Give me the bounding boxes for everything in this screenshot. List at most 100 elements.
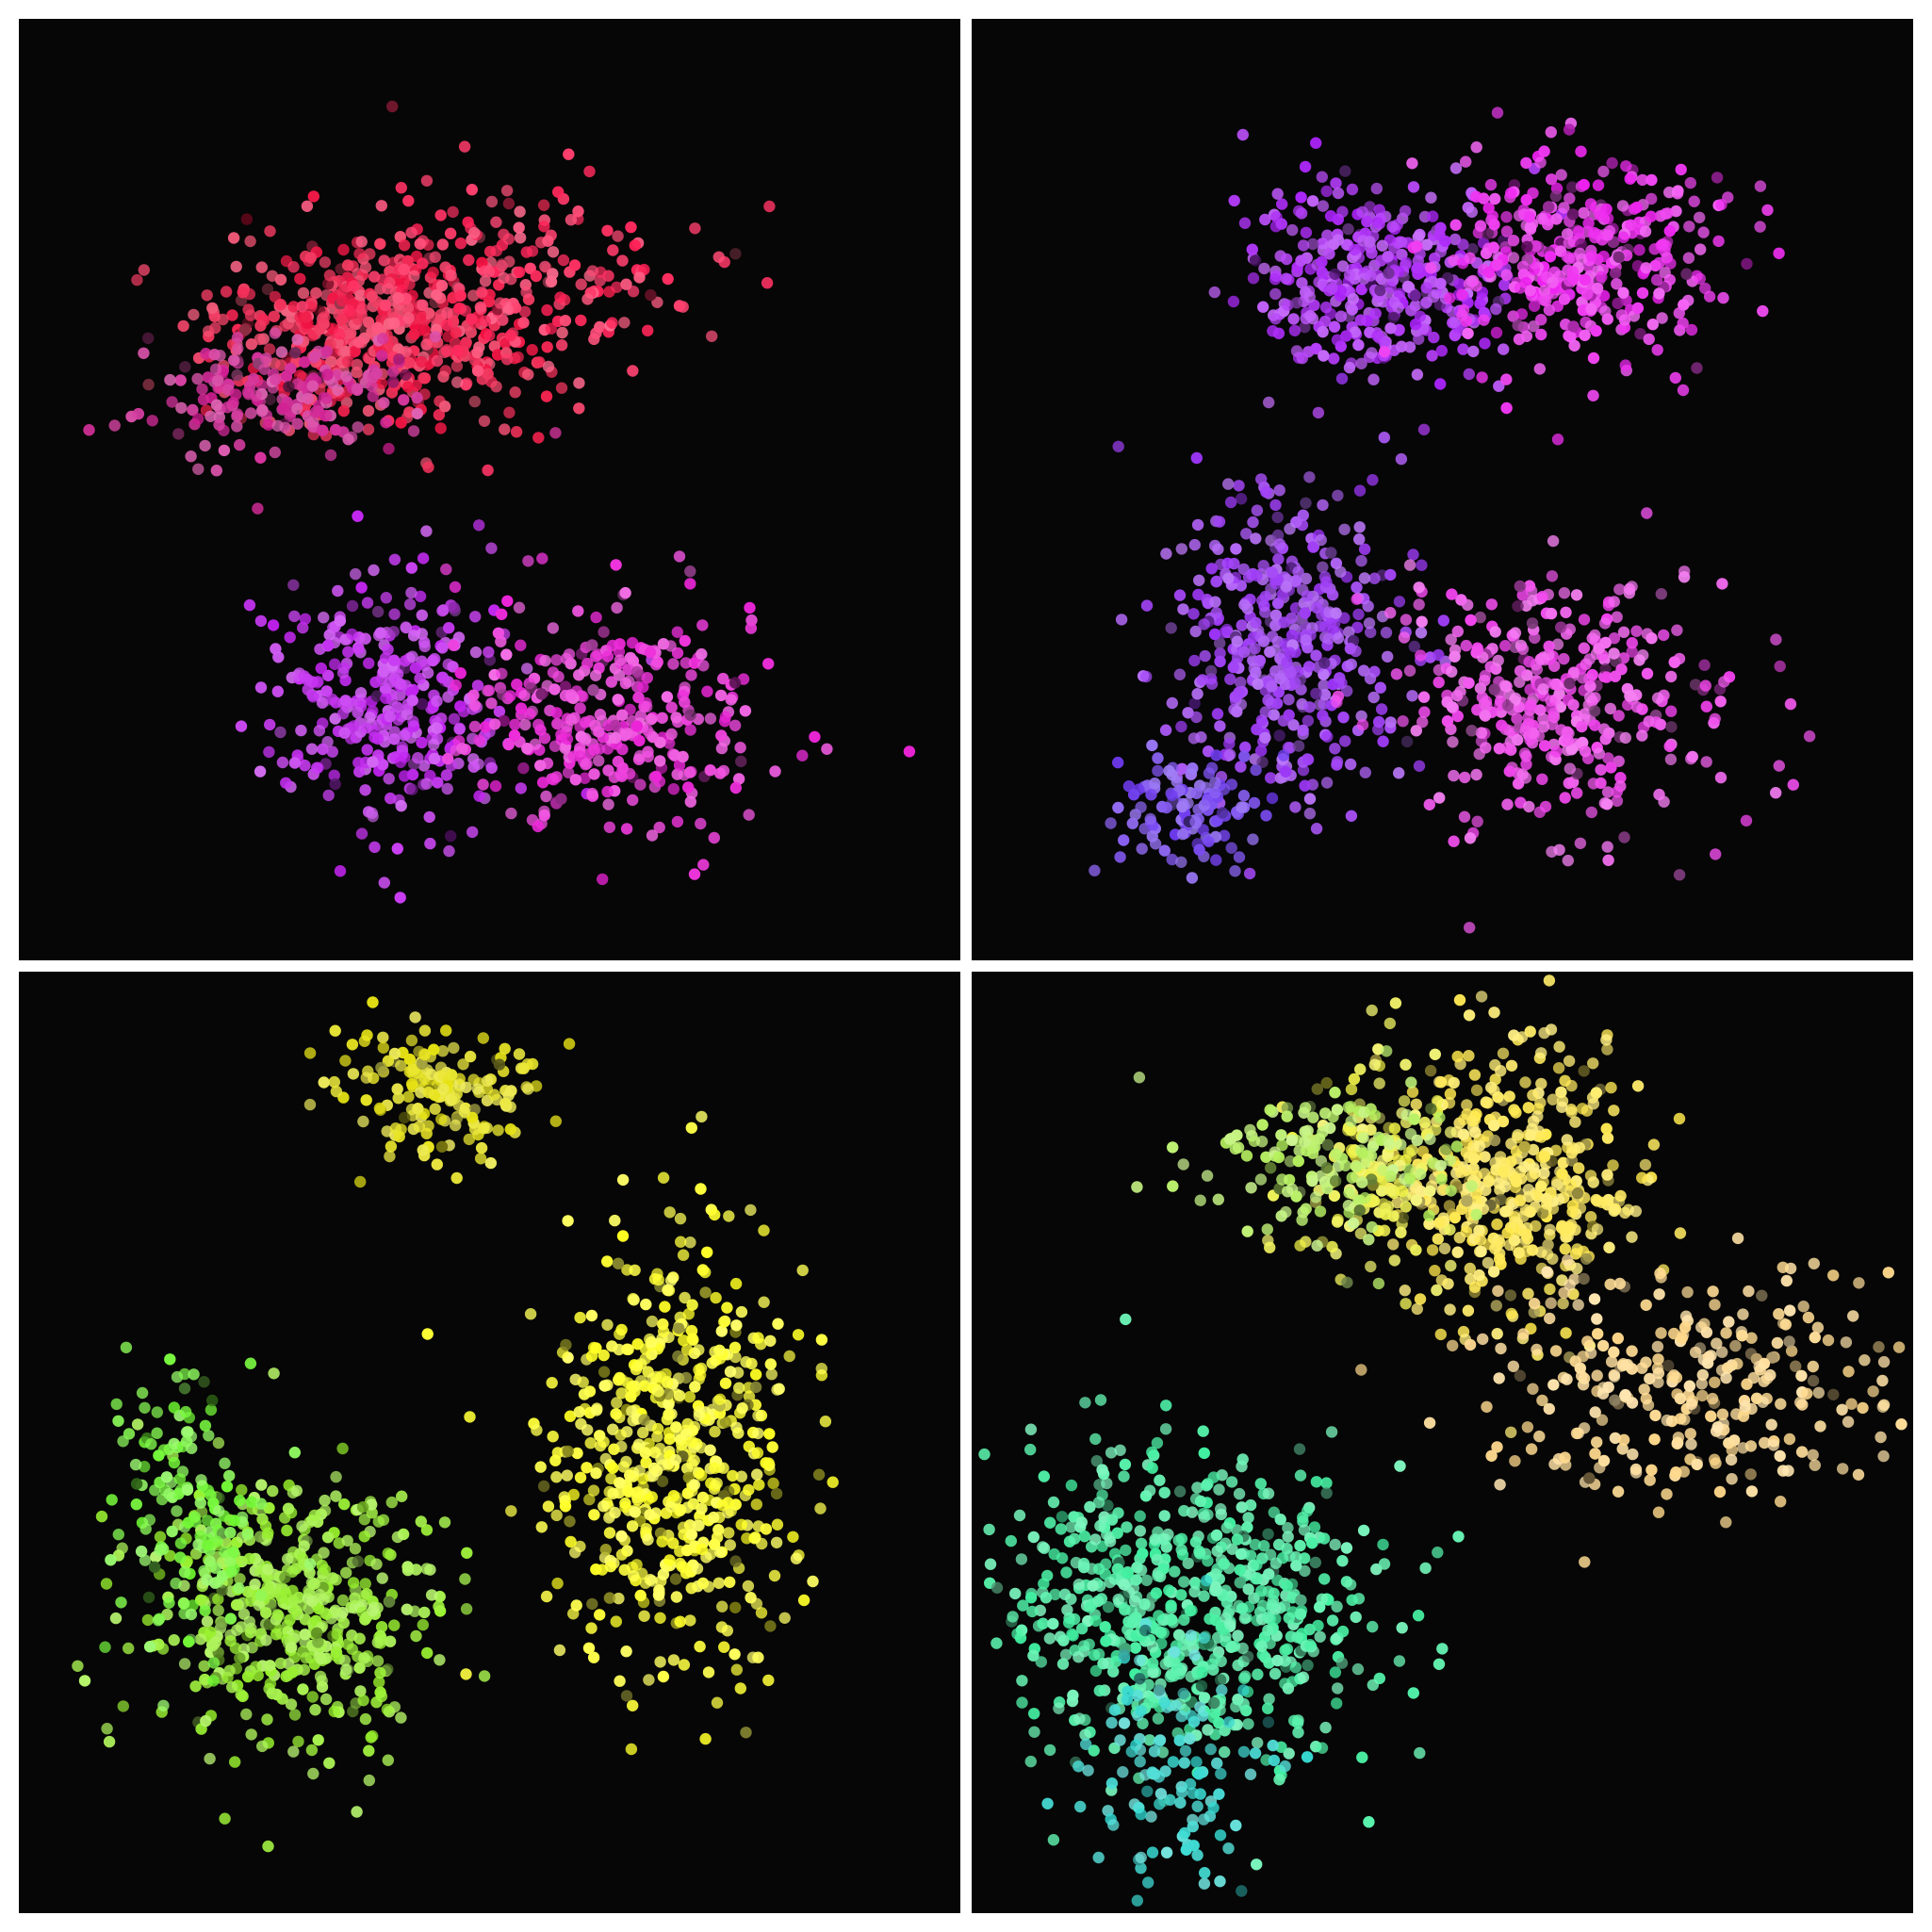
scatter-point xyxy=(360,722,373,734)
scatter-point xyxy=(1403,559,1416,571)
scatter-point xyxy=(354,289,367,302)
scatter-point xyxy=(719,1377,732,1389)
scatter-point xyxy=(308,351,320,363)
scatter-point xyxy=(1177,603,1189,615)
scatter-point xyxy=(431,722,443,734)
scatter-point xyxy=(695,1183,707,1195)
scatter-point xyxy=(1503,1090,1515,1103)
scatter-point xyxy=(1135,801,1147,813)
scatter-point xyxy=(697,660,710,672)
scatter-point xyxy=(547,1431,559,1443)
scatter-point xyxy=(1289,801,1302,813)
scatter-point xyxy=(704,764,716,777)
scatter-point xyxy=(1185,768,1198,780)
scatter-point xyxy=(501,595,514,607)
scatter-point xyxy=(1215,558,1227,571)
scatter-point xyxy=(297,1683,309,1695)
scatter-point xyxy=(1260,485,1272,499)
scatter-point xyxy=(1683,221,1695,233)
scatter-point xyxy=(504,1123,516,1136)
scatter-point xyxy=(679,657,692,669)
scatter-point xyxy=(365,1731,377,1744)
scatter-point xyxy=(673,550,686,563)
scatter-point xyxy=(730,1663,743,1676)
scatter-point xyxy=(408,328,420,341)
scatter-point xyxy=(671,768,683,780)
scatter-point xyxy=(1457,238,1469,251)
scatter-point xyxy=(310,761,323,774)
scatter-point xyxy=(1300,226,1313,238)
scatter-point xyxy=(1388,296,1400,309)
scatter-point xyxy=(1316,266,1328,279)
scatter-point xyxy=(582,1642,596,1654)
scatter-point xyxy=(354,1685,367,1697)
scatter-point xyxy=(1509,692,1522,705)
scatter-point xyxy=(1427,290,1440,303)
scatter-point xyxy=(409,662,422,674)
scatter-point xyxy=(1317,200,1329,212)
scatter-point xyxy=(244,1626,257,1639)
scatter-point xyxy=(821,743,833,755)
scatter-point xyxy=(100,1578,113,1590)
scatter-point xyxy=(460,1081,472,1093)
scatter-point xyxy=(337,284,350,296)
scatter-point xyxy=(612,694,624,706)
scatter-point xyxy=(1448,769,1460,782)
scatter-point xyxy=(205,1626,217,1638)
scatter-point xyxy=(1318,350,1330,362)
scatter-point xyxy=(509,718,521,730)
scatter-point xyxy=(416,736,428,749)
scatter-point xyxy=(1497,1115,1510,1128)
scatter-point xyxy=(673,1389,686,1402)
scatter-point xyxy=(1613,710,1625,722)
scatter-point xyxy=(632,1438,646,1450)
scatter-point xyxy=(611,281,623,293)
scatter-point xyxy=(120,1341,133,1353)
scatter-point xyxy=(1259,731,1271,744)
scatter-point xyxy=(709,1426,721,1438)
scatter-point xyxy=(1561,251,1573,263)
scatter-point xyxy=(696,1543,708,1556)
scatter-point xyxy=(325,355,337,368)
scatter-point xyxy=(352,643,365,656)
scatter-point xyxy=(642,745,654,758)
scatter-point xyxy=(479,315,492,327)
scatter-point xyxy=(1303,471,1316,483)
scatter-point xyxy=(1363,617,1376,630)
scatter-point xyxy=(604,1560,617,1573)
scatter-point xyxy=(1578,642,1590,654)
scatter-point xyxy=(361,597,374,609)
scatter-point xyxy=(1519,725,1531,737)
scatter-point xyxy=(1518,747,1531,760)
scatter-point xyxy=(440,769,453,781)
scatter-point xyxy=(237,1690,249,1703)
scatter-point xyxy=(490,216,502,228)
scatter-point xyxy=(208,349,221,361)
scatter-point xyxy=(1478,314,1490,326)
scatter-point xyxy=(329,423,342,436)
scatter-point xyxy=(1395,452,1408,466)
scatter-point xyxy=(614,654,626,666)
scatter-point xyxy=(330,1490,342,1502)
scatter-point xyxy=(1550,213,1563,225)
scatter-point xyxy=(198,1660,210,1672)
scatter-point xyxy=(141,1613,155,1627)
scatter-point xyxy=(1608,632,1621,645)
scatter-point xyxy=(569,1547,581,1559)
scatter-point xyxy=(602,798,614,810)
scatter-point xyxy=(760,1457,772,1469)
scatter-point xyxy=(1241,602,1254,615)
scatter-point xyxy=(267,619,280,631)
scatter-point xyxy=(468,720,482,733)
scatter-point xyxy=(1754,180,1767,192)
scatter-point xyxy=(1711,172,1724,184)
scatter-point xyxy=(306,1691,319,1703)
scatter-point xyxy=(607,244,619,256)
scatter-point xyxy=(1412,262,1424,274)
scatter-point xyxy=(1694,211,1706,223)
scatter-point xyxy=(284,1613,296,1626)
scatter-point xyxy=(1601,798,1613,810)
scatter-point xyxy=(1239,741,1252,754)
scatter-point xyxy=(359,1578,371,1590)
scatter-point xyxy=(378,254,390,267)
